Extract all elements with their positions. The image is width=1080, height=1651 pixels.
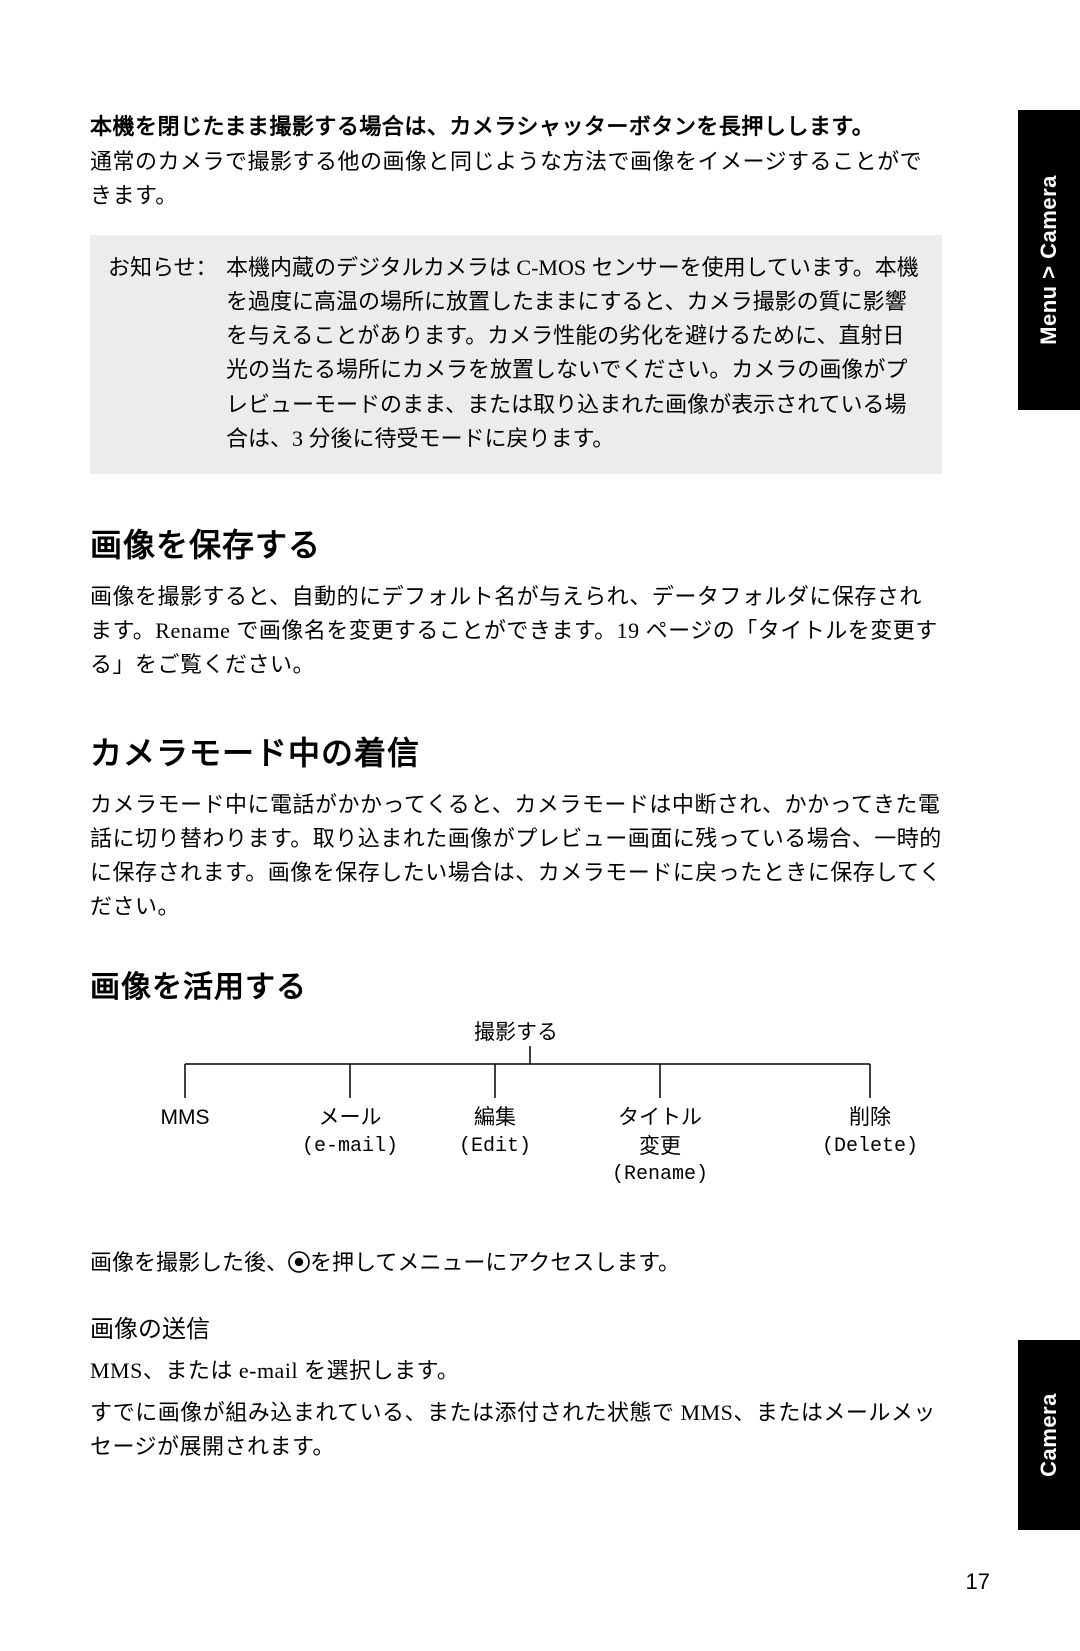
leaf-edit-jp: 編集 bbox=[459, 1104, 531, 1132]
leaf-delete: 削除 (Delete) bbox=[822, 1104, 918, 1159]
send-line-2: すでに画像が組み込まれている、または添付された状態で MMS、またはメールメッセ… bbox=[90, 1396, 942, 1464]
subhead-send-image: 画像の送信 bbox=[90, 1309, 942, 1344]
section-use-image-title: 画像を活用する bbox=[90, 962, 942, 1006]
options-tree-diagram: 撮影する MMS メール (e-mail) 編集 bbox=[90, 1016, 942, 1206]
leaf-email: メール (e-mail) bbox=[302, 1104, 398, 1159]
leaf-email-jp: メール bbox=[302, 1104, 398, 1132]
leaf-rename-en: (Rename) bbox=[612, 1161, 708, 1188]
leaf-mms: MMS bbox=[161, 1104, 210, 1132]
section-save-image-title: 画像を保存する bbox=[90, 520, 942, 566]
page-content: 本機を閉じたまま撮影する場合は、カメラシャッターボタンを長押しします。 通常のカ… bbox=[0, 0, 1080, 1651]
send-line-1: MMS、または e-mail を選択します。 bbox=[90, 1354, 942, 1388]
leaf-delete-jp: 削除 bbox=[822, 1104, 918, 1132]
notice-body: 本機内蔵のデジタルカメラは C-MOS センサーを使用しています。本機を過度に高… bbox=[226, 251, 924, 456]
after-diagram-line: 画像を撮影した後、を押してメニューにアクセスします。 bbox=[90, 1246, 942, 1280]
diagram-lines bbox=[150, 1046, 910, 1101]
section-incoming-call-title: カメラモード中の着信 bbox=[90, 728, 942, 774]
leaf-mms-label: MMS bbox=[161, 1104, 210, 1132]
intro-body-text: 通常のカメラで撮影する他の画像と同じような方法で画像をイメージすることができます… bbox=[90, 145, 942, 213]
intro-bold-text: 本機を閉じたまま撮影する場合は、カメラシャッターボタンを長押しします。 bbox=[90, 110, 942, 143]
notice-label: お知らせ： bbox=[108, 251, 226, 456]
leaf-edit: 編集 (Edit) bbox=[459, 1104, 531, 1159]
leaf-edit-en: (Edit) bbox=[459, 1133, 531, 1160]
page-number: 17 bbox=[966, 1569, 990, 1595]
leaf-rename: タイトル 変更 (Rename) bbox=[612, 1104, 708, 1188]
leaf-delete-en: (Delete) bbox=[822, 1133, 918, 1160]
leaf-rename-jp: タイトル 変更 bbox=[612, 1104, 708, 1161]
nav-button-icon bbox=[288, 1251, 310, 1273]
diagram-root-label: 撮影する bbox=[474, 1016, 558, 1046]
after-diagram-post: を押してメニューにアクセスします。 bbox=[310, 1250, 680, 1275]
section-incoming-call-body: カメラモード中に電話がかかってくると、カメラモードは中断され、かかってきた電話に… bbox=[90, 788, 942, 924]
section-save-image-body: 画像を撮影すると、自動的にデフォルト名が与えられ、データフォルダに保存されます。… bbox=[90, 580, 942, 682]
leaf-email-en: (e-mail) bbox=[302, 1133, 398, 1160]
notice-box: お知らせ： 本機内蔵のデジタルカメラは C-MOS センサーを使用しています。本… bbox=[90, 235, 942, 474]
after-diagram-pre: 画像を撮影した後、 bbox=[90, 1250, 288, 1275]
